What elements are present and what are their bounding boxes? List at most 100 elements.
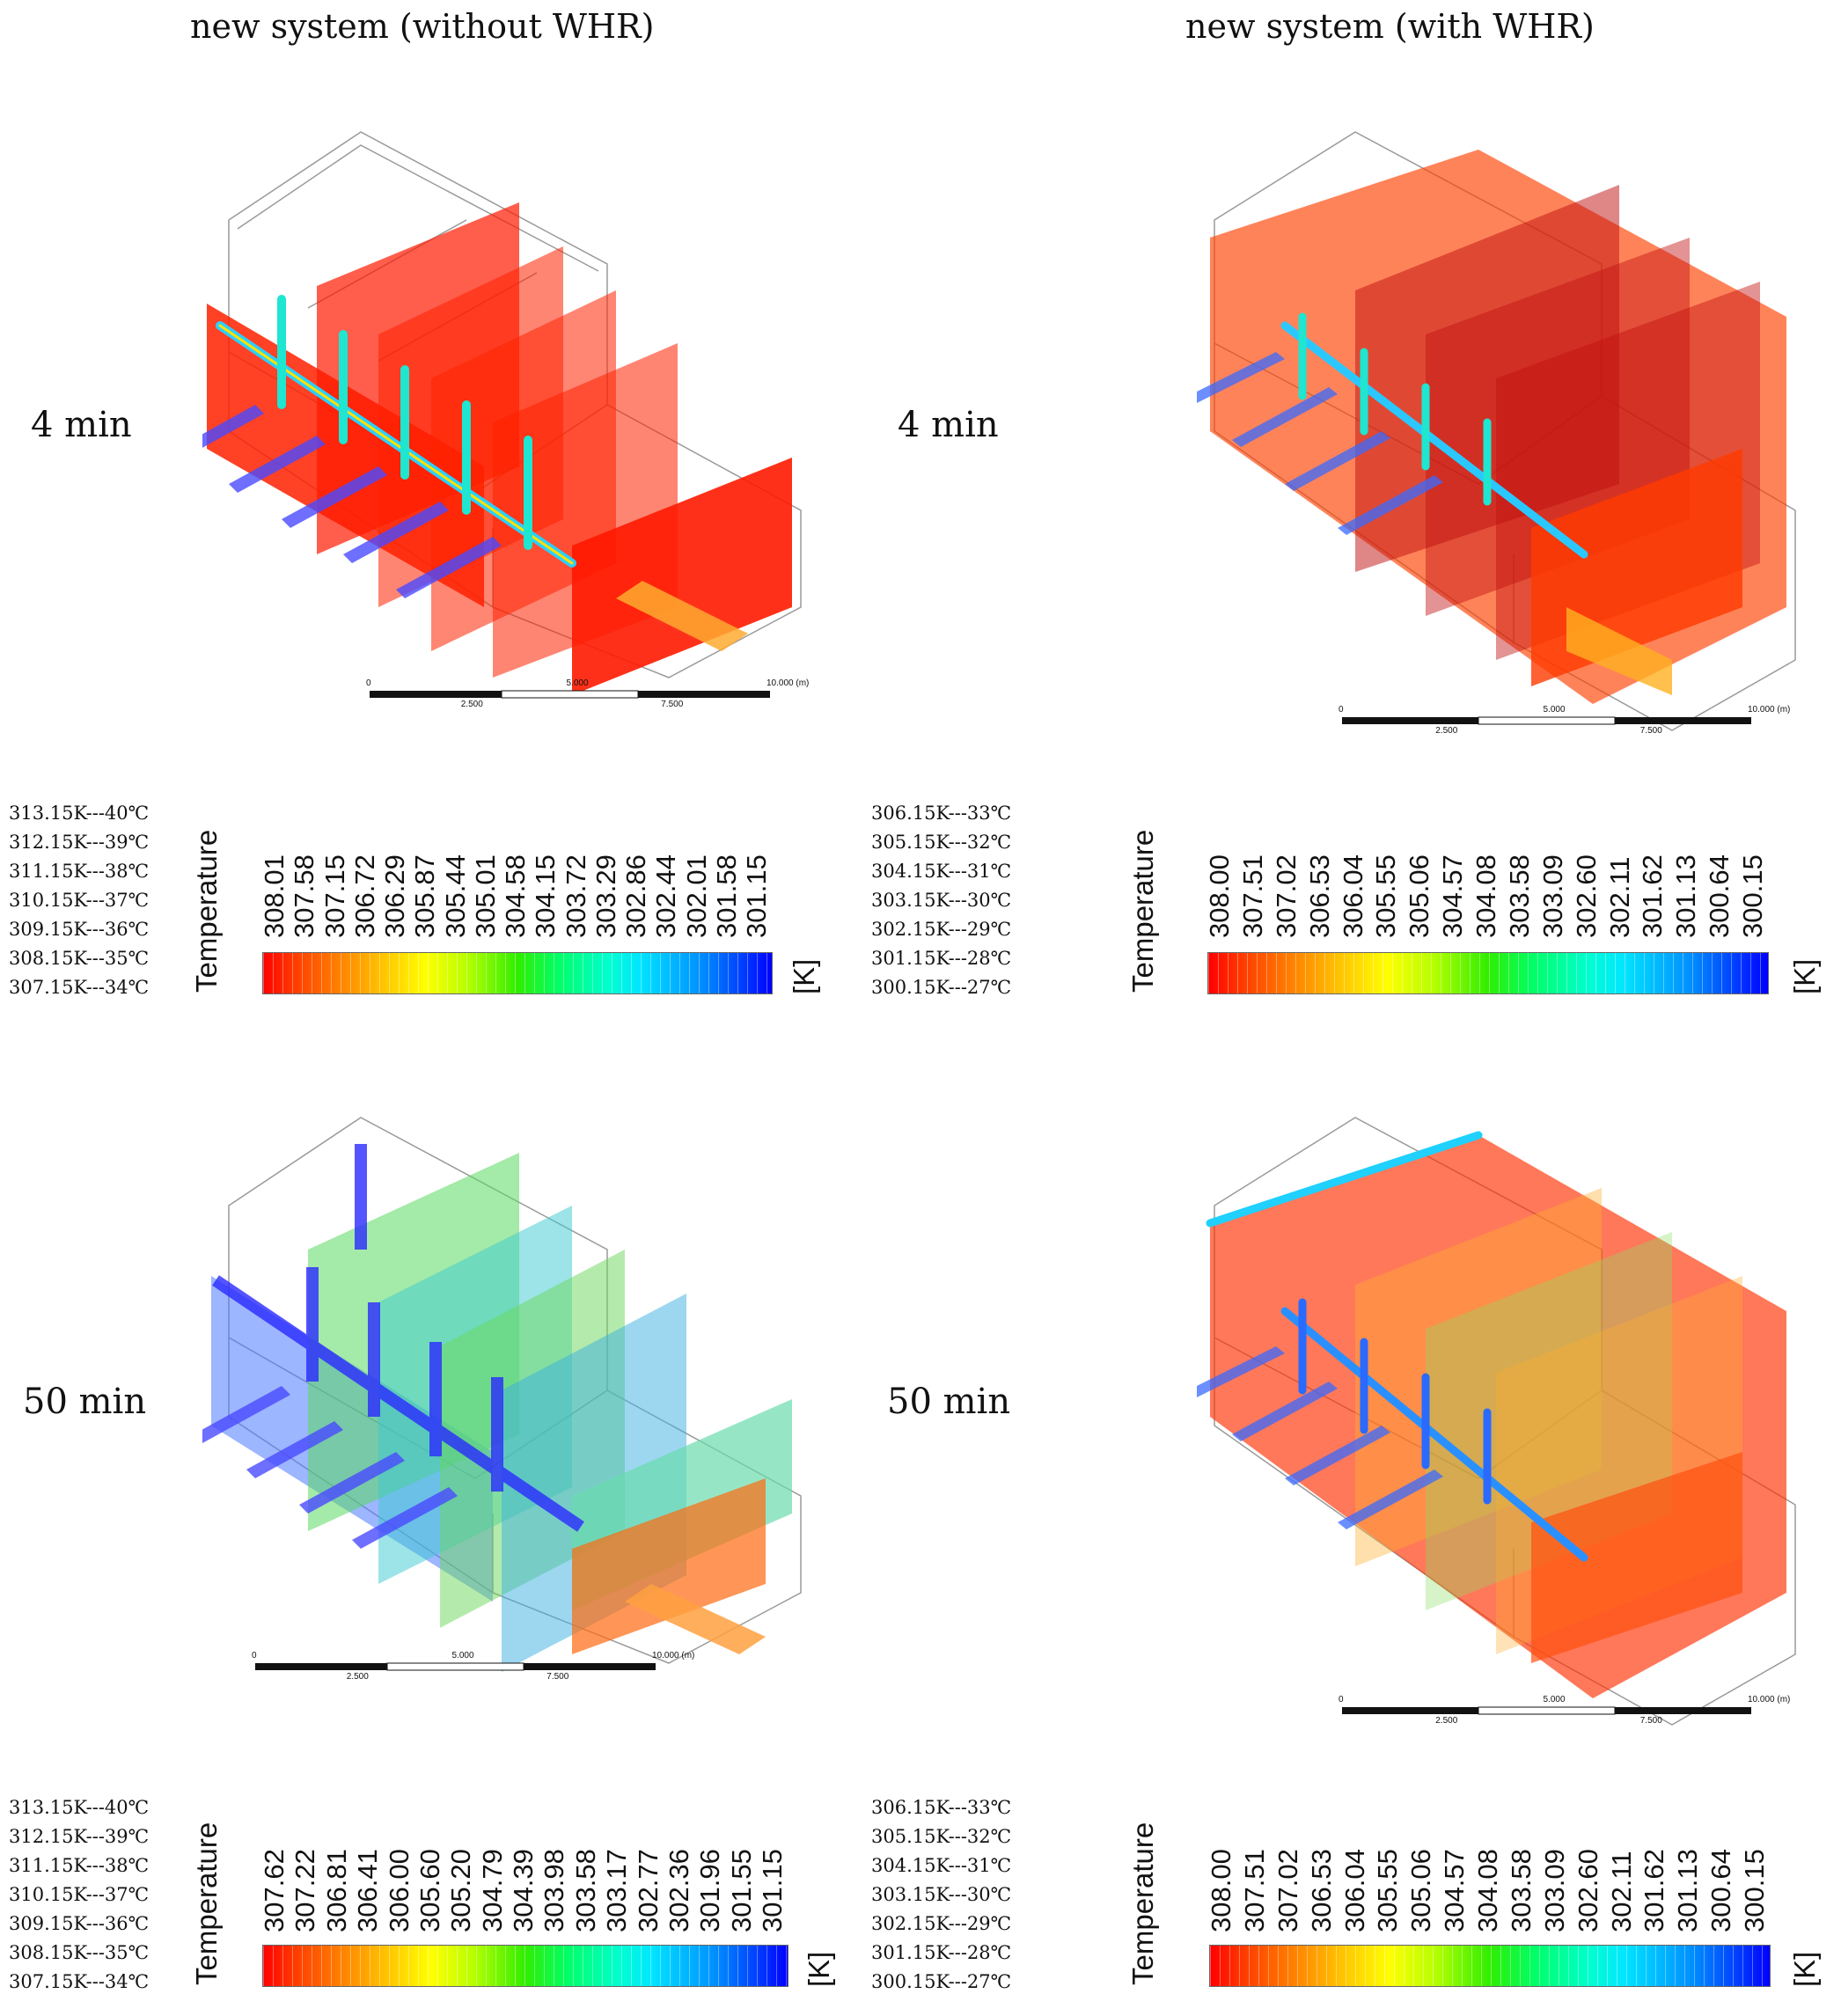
legend-tick-label: 303.72: [560, 854, 591, 938]
legend-tick-label: 305.06: [1404, 854, 1435, 938]
scale-bar-label: 7.500: [661, 700, 684, 709]
legend-tick-label: 302.86: [620, 854, 651, 938]
conversion-item: 304.15K---31℃: [871, 1855, 1012, 1876]
conversion-item: 308.15K---35℃: [9, 1942, 150, 1963]
legend-tick-label: 304.79: [476, 1849, 508, 1932]
scale-bar-label: 2.500: [1435, 1716, 1458, 1726]
legend-tick-label: 301.13: [1670, 854, 1702, 938]
conversion-item: 311.15K---38℃: [9, 861, 150, 882]
scale-bar-label: 10.000 (m): [652, 1651, 695, 1660]
legend-tick-label: 302.11: [1603, 856, 1635, 938]
conversion-item: 309.15K---36℃: [9, 919, 150, 940]
conversion-list-left-top: 313.15K---40℃ 312.15K---39℃ 311.15K---38…: [9, 799, 149, 1002]
scale-bar-label: 0: [1339, 1695, 1344, 1704]
scale-bar-label: 5.000: [566, 678, 589, 688]
scale-bar-label: 2.500: [460, 700, 483, 709]
legend-tick-label: 307.02: [1270, 854, 1302, 938]
legend-tick-label: 302.60: [1572, 1849, 1603, 1932]
legend-tick-label: 302.44: [650, 854, 682, 938]
color-bar-ticks: [1210, 1946, 1770, 1986]
conversion-item: 312.15K---39℃: [9, 1826, 150, 1847]
scale-bar-label: 10.000 (m): [1748, 1695, 1791, 1704]
color-bar-ticks: [263, 1946, 788, 1986]
scale-bar-label: 7.500: [1639, 1716, 1662, 1726]
legend-tick-label: 304.08: [1471, 854, 1501, 938]
legend-tick-label: 302.11: [1605, 1851, 1637, 1932]
legend-tick-label: 301.15: [741, 854, 772, 938]
legend-tick-label: 305.60: [414, 1849, 445, 1932]
legend-tick-label: 307.58: [289, 854, 320, 938]
conversion-item: 307.15K---34℃: [9, 1971, 150, 1992]
scale-bar-label: 7.500: [546, 1672, 569, 1682]
legend-tick-label: 305.20: [445, 1849, 477, 1932]
legend-unit: [K]: [803, 1951, 835, 1987]
cfd-render-50min-without-whr: [202, 1117, 802, 1672]
legend-tick-label: 304.39: [508, 1849, 539, 1932]
legend-tick-label: 301.55: [725, 1849, 757, 1932]
legend-tick-label: 303.09: [1538, 1849, 1570, 1932]
conversion-item: 311.15K---38℃: [9, 1855, 150, 1876]
legend-tick-label: 305.55: [1372, 1849, 1404, 1932]
time-label-4min-right: 4 min: [898, 405, 999, 445]
scale-bar-label: 0: [1339, 705, 1344, 715]
conversion-item: 301.15K---28℃: [871, 1942, 1012, 1963]
conversion-item: 310.15K---37℃: [9, 890, 150, 911]
legend-tick-label: 308.01: [259, 854, 290, 938]
legend-tick-label: 305.06: [1405, 1849, 1437, 1932]
legend-tick-label: 301.62: [1637, 854, 1669, 938]
legend-tick-label: 301.58: [710, 854, 742, 938]
legend-tick-label: 306.53: [1303, 854, 1335, 938]
legend-tick-label: 303.29: [590, 854, 621, 938]
legend-tick-label: 308.00: [1204, 854, 1235, 938]
legend-tick-label: 301.15: [757, 1849, 788, 1932]
column-title-without-whr: new system (without WHR): [190, 7, 655, 46]
color-bar: [262, 952, 773, 994]
legend-unit: [K]: [1788, 1951, 1821, 1987]
legend-tick-label: 302.01: [680, 854, 712, 938]
conversion-item: 308.15K---35℃: [9, 948, 150, 969]
legend-tick-label: 303.58: [1503, 854, 1535, 938]
legend-tick-label: 302.60: [1570, 854, 1602, 938]
conversion-item: 300.15K---27℃: [871, 977, 1012, 998]
scale-bar-label: 0: [366, 678, 371, 688]
legend-tick-label: 306.81: [320, 1849, 352, 1932]
conversion-list-left-bottom: 313.15K---40℃ 312.15K---39℃ 311.15K---38…: [9, 1793, 149, 1997]
legend-tick-label: 300.15: [1737, 854, 1768, 938]
legend-tick-label: 306.72: [348, 854, 380, 938]
conversion-item: 303.15K---30℃: [871, 890, 1012, 911]
legend-tick-label: 307.51: [1238, 1849, 1270, 1932]
cfd-render-4min-without-whr: [202, 131, 802, 699]
legend-tick-label: 302.36: [663, 1849, 694, 1932]
legend-tick-label: 305.44: [439, 854, 471, 938]
legend-tick-label: 306.41: [352, 1849, 384, 1932]
legend-tick-label: 306.04: [1337, 854, 1368, 938]
legend-tick-label: 307.62: [259, 1849, 290, 1932]
conversion-item: 306.15K---33℃: [871, 803, 1012, 824]
legend-tick-label: 304.57: [1437, 854, 1469, 938]
legend-tick-label: 303.58: [569, 1849, 601, 1932]
conversion-item: 301.15K---28℃: [871, 948, 1012, 969]
legend-tick-label: 303.09: [1537, 854, 1568, 938]
legend-tick-label: 300.15: [1739, 1849, 1770, 1932]
column-title-with-whr: new system (with WHR): [1185, 7, 1595, 46]
color-bar: [262, 1945, 788, 1987]
color-bar-ticks: [263, 953, 772, 993]
scale-bar-label: 7.500: [1639, 726, 1662, 736]
legend-tick-label: 308.00: [1206, 1849, 1236, 1932]
legend-tick-label: 303.58: [1505, 1849, 1537, 1932]
time-label-50min-left: 50 min: [23, 1382, 147, 1422]
legend-title: Temperature: [190, 829, 223, 993]
legend-tick-label: 307.22: [290, 1849, 321, 1932]
conversion-item: 307.15K---34℃: [9, 977, 150, 998]
legend-tick-label: 307.51: [1236, 854, 1268, 938]
legend-tick-label: 305.87: [409, 854, 441, 938]
conversion-item: 310.15K---37℃: [9, 1884, 150, 1905]
legend-title: Temperature: [1126, 829, 1159, 993]
legend-tick-label: 303.98: [539, 1849, 570, 1932]
conversion-item: 313.15K---40℃: [9, 1797, 150, 1818]
legend-tick-label: 306.00: [383, 1849, 414, 1932]
conversion-item: 303.15K---30℃: [871, 1884, 1012, 1905]
legend-tick-label: 307.15: [319, 854, 350, 938]
legend-tick-label: 300.64: [1704, 854, 1735, 938]
legend-tick-label: 306.29: [379, 854, 410, 938]
